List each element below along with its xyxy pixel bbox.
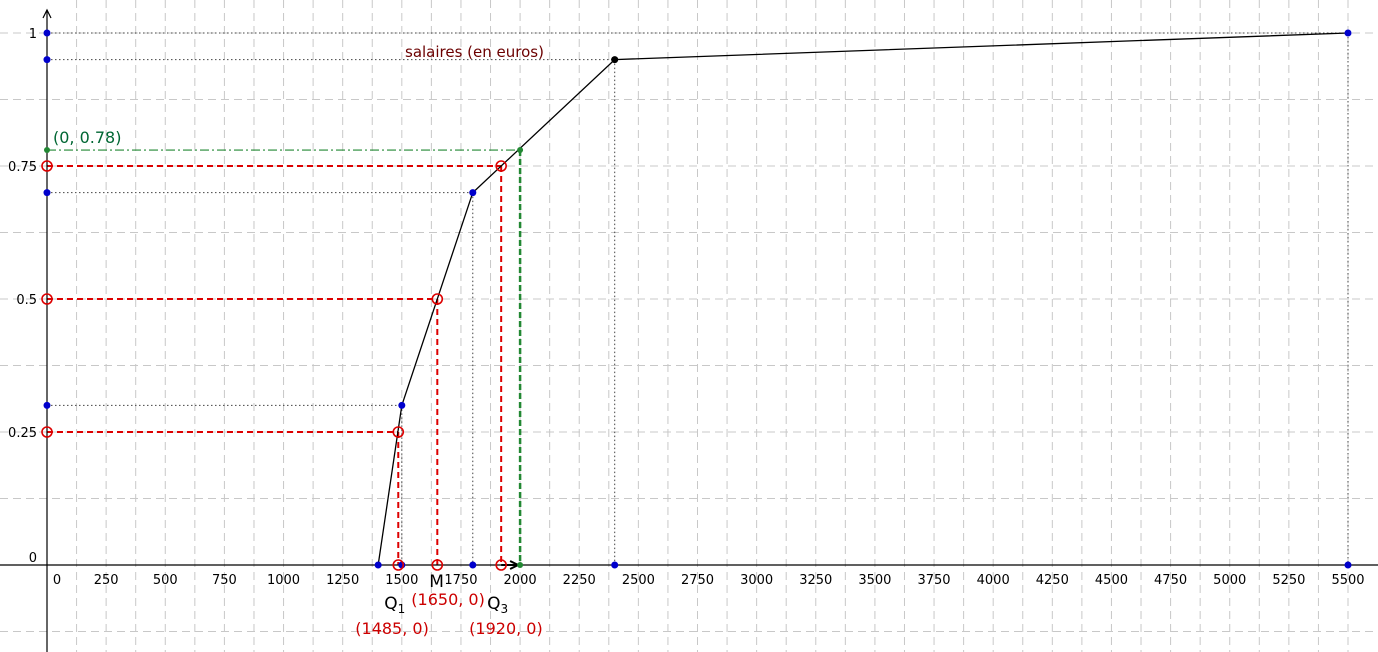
x-projection-point xyxy=(611,561,619,569)
x-tick-label: 2750 xyxy=(681,573,714,588)
chart-marks xyxy=(41,29,1352,571)
quartile-name-label: M xyxy=(429,572,444,592)
quartile-x-point xyxy=(392,559,405,571)
x-tick-label: 5000 xyxy=(1213,573,1246,588)
curve-point xyxy=(398,401,406,409)
quartile-point xyxy=(495,160,507,172)
x-projection-point xyxy=(1344,561,1352,569)
chart-title: salaires (en euros) xyxy=(405,43,544,61)
quartile-y-point xyxy=(41,160,53,172)
quartile-coord-label: (1650, 0) xyxy=(411,590,485,609)
x-tick-label: 5250 xyxy=(1272,573,1305,588)
green-point-x xyxy=(517,562,524,568)
vector-arrow xyxy=(501,560,521,570)
quartile-coord-label: (1485, 0) xyxy=(355,619,429,638)
curve-point xyxy=(469,189,477,197)
x-tick-label: 250 xyxy=(94,573,119,588)
x-tick-label: 2000 xyxy=(504,573,537,588)
y-projection-point xyxy=(43,189,51,197)
quartile-name-subscript: 3 xyxy=(501,602,509,616)
curve-point xyxy=(1344,29,1352,37)
x-tick-label: 1250 xyxy=(326,573,359,588)
y-tick-label: 0 xyxy=(29,551,37,566)
x-tick-label: 750 xyxy=(212,573,237,588)
quartile-name-label: Q1 xyxy=(384,594,405,616)
x-tick-label: 2500 xyxy=(622,573,655,588)
x-tick-label: 500 xyxy=(153,573,178,588)
green-point-label: (0, 0.78) xyxy=(53,128,121,147)
y-tick-label: 0.5 xyxy=(16,293,37,308)
curve-point xyxy=(611,56,619,64)
x-tick-label: 3250 xyxy=(799,573,832,588)
x-tick-label: 2250 xyxy=(563,573,596,588)
x-tick-label: 0 xyxy=(53,573,61,588)
quartile-y-point xyxy=(41,293,53,305)
green-point-y xyxy=(44,147,50,154)
y-tick-label: 0.75 xyxy=(8,160,37,175)
y-axis-arrow xyxy=(42,8,52,19)
guide-lines xyxy=(47,32,1349,565)
x-tick-label: 3750 xyxy=(917,573,950,588)
quartile-y-point xyxy=(41,426,53,438)
y-projection-point xyxy=(43,401,51,409)
y-projection-point xyxy=(43,29,51,37)
quartile-point xyxy=(392,426,405,438)
curve-point xyxy=(374,561,382,569)
x-tick-label: 4500 xyxy=(1095,573,1128,588)
y-tick-label: 0.25 xyxy=(8,426,37,441)
x-tick-label: 4250 xyxy=(1036,573,1069,588)
x-projection-point xyxy=(469,561,477,569)
quartile-point xyxy=(431,293,444,305)
quartile-name-subscript: 1 xyxy=(398,602,406,616)
axes xyxy=(0,8,1378,652)
x-tick-label: 3500 xyxy=(858,573,891,588)
chart-labels: 0 250 500 750 1000 1250 1500 1750 2000 2250 2500 27… xyxy=(8,27,1365,638)
quartile-coord-label: (1920, 0) xyxy=(469,619,543,638)
x-tick-label: 5500 xyxy=(1331,573,1364,588)
y-projection-point xyxy=(43,56,51,64)
x-tick-label: 1000 xyxy=(267,573,300,588)
x-tick-label: 3000 xyxy=(740,573,773,588)
quartile-x-point xyxy=(495,559,507,571)
x-tick-label: 4000 xyxy=(977,573,1010,588)
green-point-curve xyxy=(517,147,524,154)
y-tick-label: 1 xyxy=(29,27,37,42)
quartile-name-label: Q3 xyxy=(487,594,508,616)
quartile-x-point xyxy=(431,559,444,571)
x-tick-label: 1750 xyxy=(444,573,477,588)
x-tick-label: 1500 xyxy=(385,573,418,588)
x-tick-label: 4750 xyxy=(1154,573,1187,588)
